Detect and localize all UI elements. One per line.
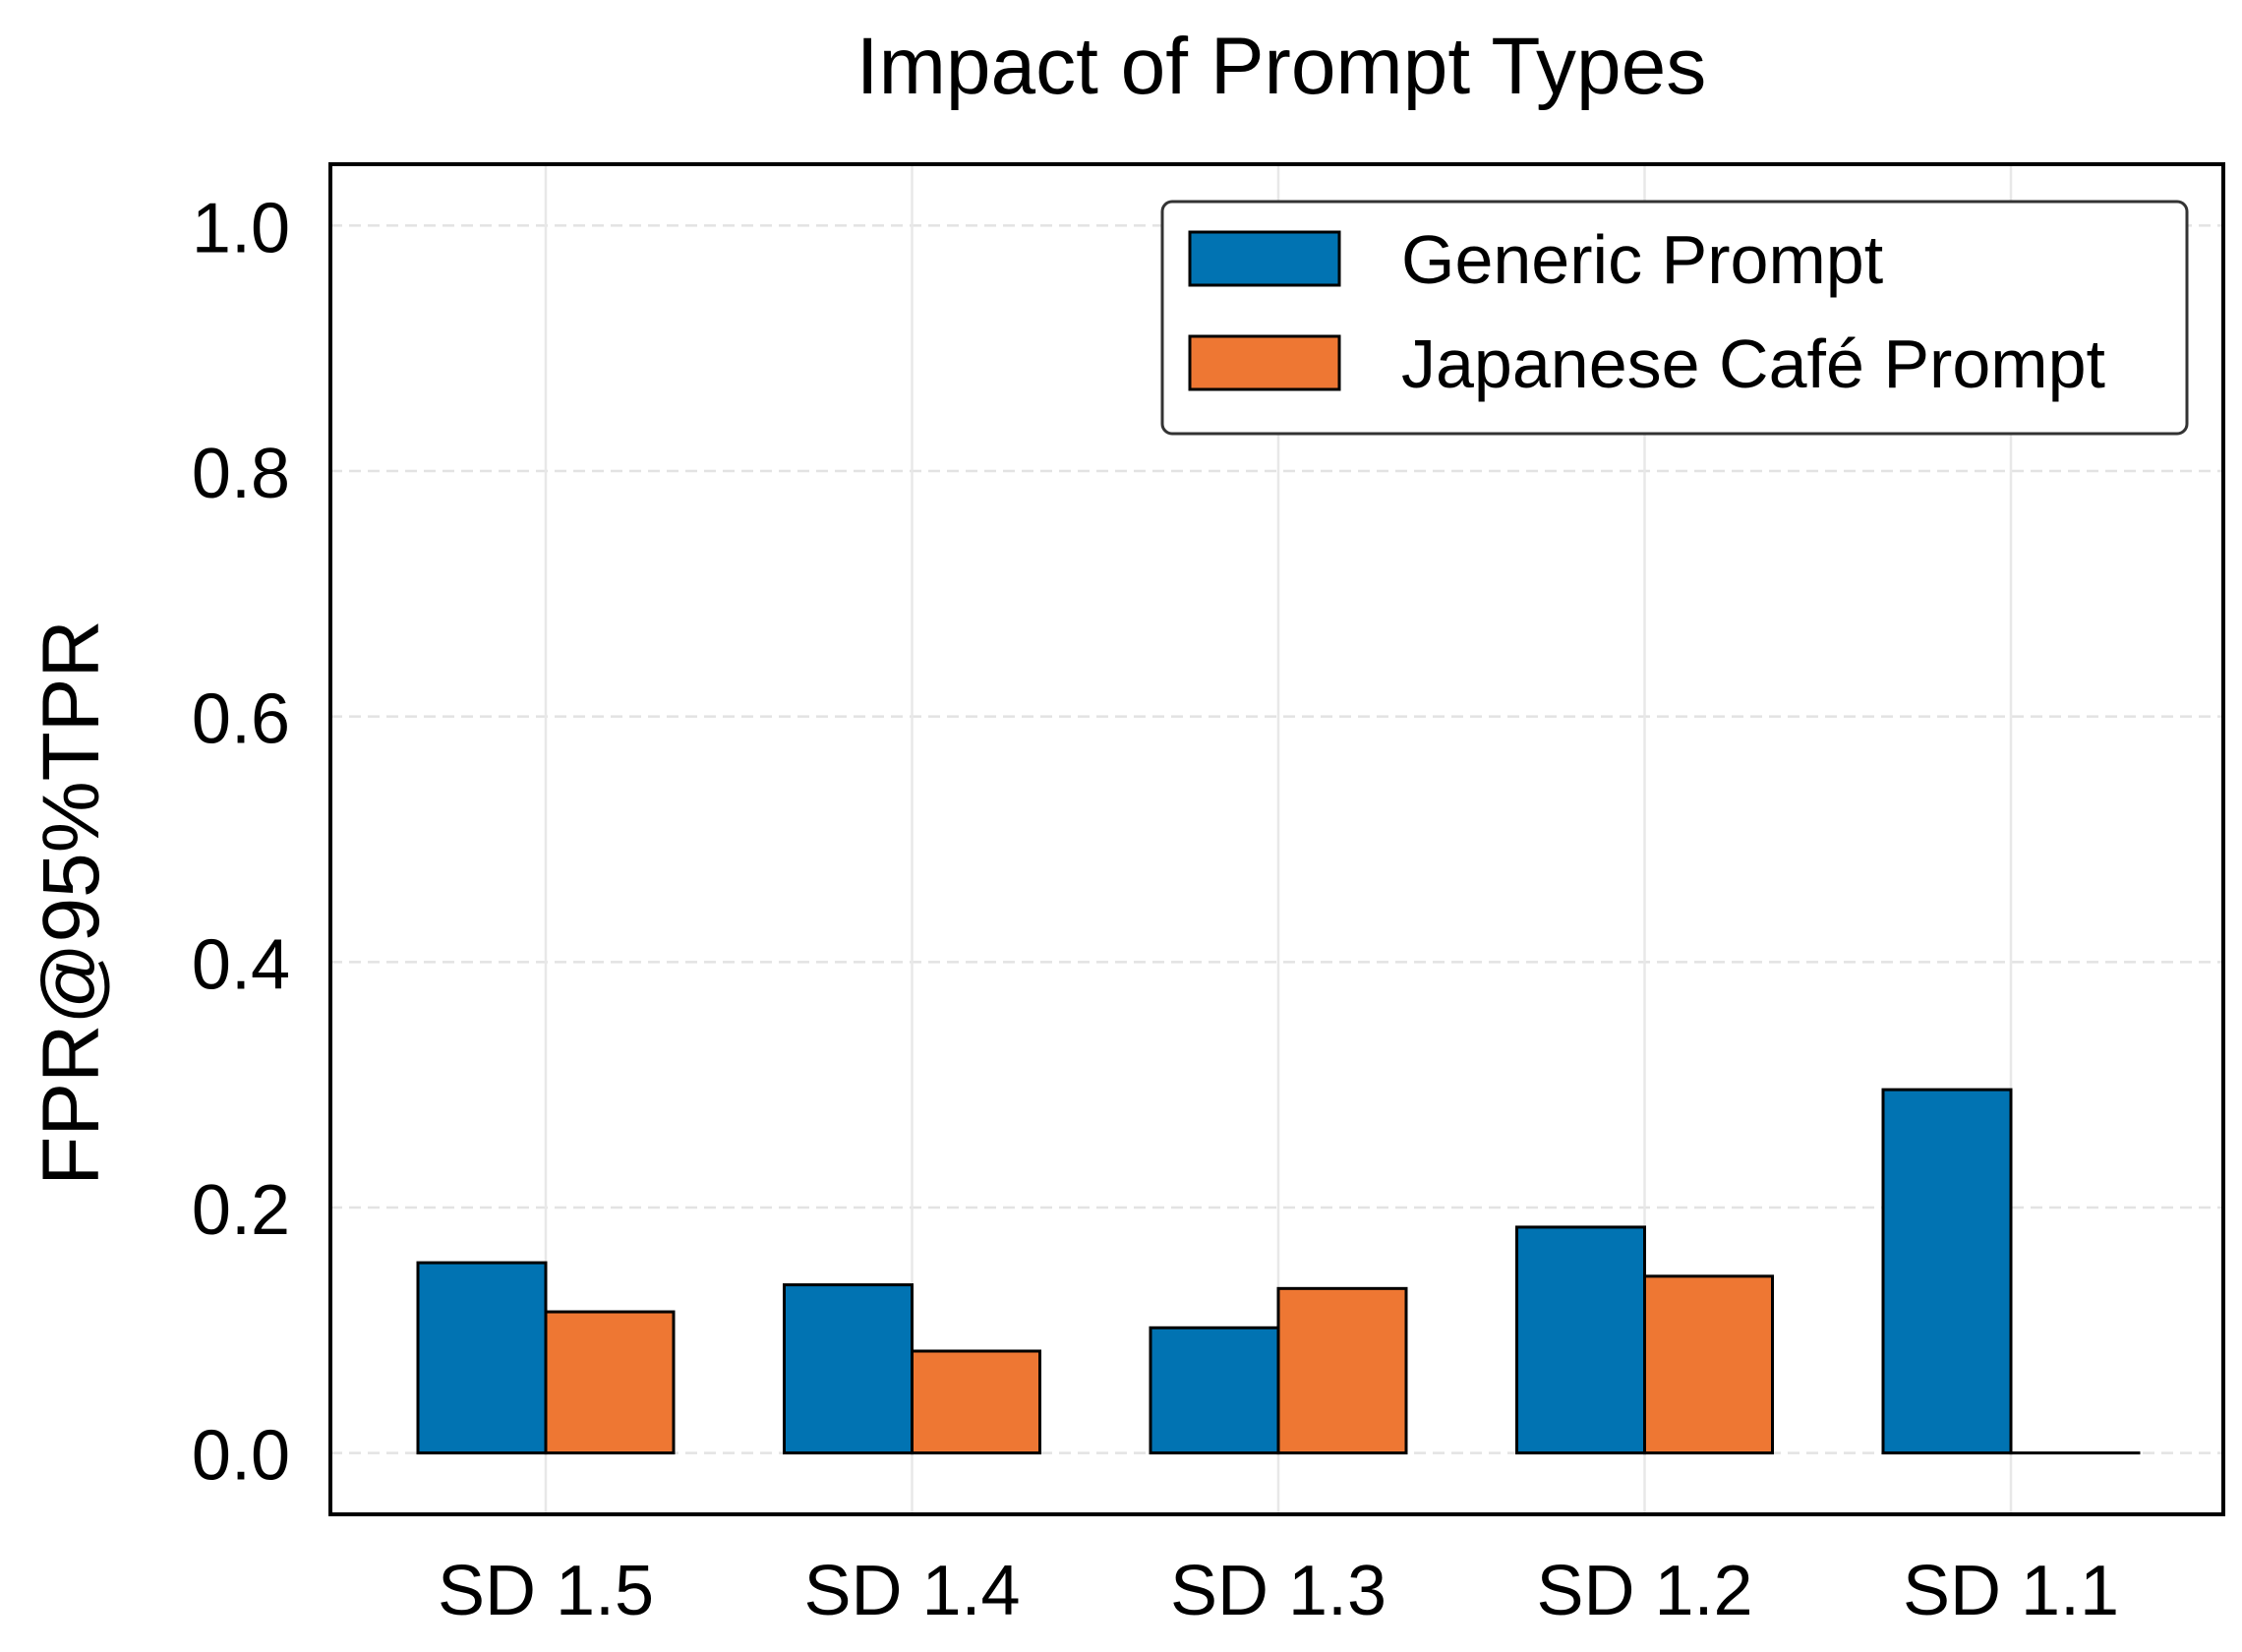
legend-frame xyxy=(1160,200,2189,436)
x-tick-label: SD 1.4 xyxy=(803,1552,1020,1630)
legend: Generic Prompt Japanese Café Prompt xyxy=(1160,200,2189,436)
bar xyxy=(1149,1326,1280,1455)
x-tick-label: SD 1.1 xyxy=(1903,1552,2119,1630)
legend-swatch xyxy=(1188,230,1341,287)
bar xyxy=(1515,1225,1646,1455)
y-tick-label: 0.2 xyxy=(192,1171,290,1250)
bar xyxy=(544,1310,676,1455)
bar xyxy=(1881,1088,2013,1455)
bar xyxy=(1643,1274,1774,1455)
bars xyxy=(416,1088,2141,1455)
y-tick-label: 1.0 xyxy=(192,189,290,267)
y-tick-label: 0.4 xyxy=(192,925,290,1004)
x-tick-label: SD 1.3 xyxy=(1170,1552,1386,1630)
legend-label: Japanese Café Prompt xyxy=(1401,325,2105,402)
bar xyxy=(783,1283,914,1455)
bar xyxy=(1276,1286,1408,1455)
legend-swatch xyxy=(1188,334,1341,391)
y-tick-label: 0.6 xyxy=(192,680,290,759)
bar xyxy=(416,1261,548,1455)
plot-frame xyxy=(328,162,2225,1516)
y-tick-label: 0.8 xyxy=(192,435,290,513)
x-tick-label: SD 1.5 xyxy=(438,1552,654,1630)
y-tick-label: 0.0 xyxy=(192,1417,290,1496)
chart-title: Impact of Prompt Types xyxy=(856,22,1706,111)
legend-label: Generic Prompt xyxy=(1401,221,1883,298)
y-axis-label: FPR@95%TPR xyxy=(27,620,116,1185)
axis-ticks: 0.0 0.2 0.4 0.6 0.8 1.0 SD 1.5 SD 1.4 SD 1.3 SD 1… xyxy=(192,189,2119,1630)
x-tick-label: SD 1.2 xyxy=(1536,1552,1752,1630)
bar xyxy=(911,1349,1041,1455)
